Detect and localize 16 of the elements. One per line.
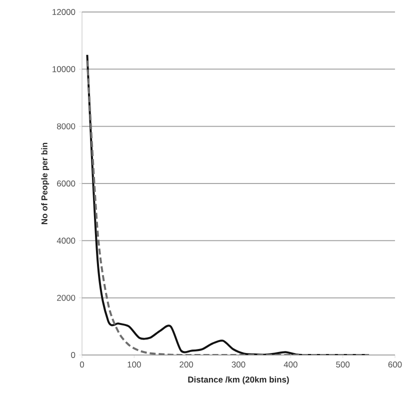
x-tick-label: 300 bbox=[232, 362, 246, 368]
y-tick-label: 4000 bbox=[56, 238, 76, 244]
x-tick-label: 500 bbox=[336, 362, 350, 368]
y-tick-label: 0 bbox=[71, 352, 76, 358]
y-tick-label: 10000 bbox=[52, 66, 76, 72]
x-axis-title: Distance /km (20km bins) bbox=[188, 376, 289, 384]
y-tick-label: 2000 bbox=[57, 294, 76, 301]
y-tick-label: 12000 bbox=[52, 9, 76, 15]
y-axis-title: No of People per bin bbox=[41, 142, 50, 224]
x-tick-label: 600 bbox=[388, 362, 402, 368]
y-tick-label: 6000 bbox=[57, 180, 76, 186]
x-tick-label: 100 bbox=[128, 362, 141, 368]
x-tick-label: 0 bbox=[80, 362, 84, 368]
x-tick-label: 200 bbox=[180, 362, 194, 368]
y-tick-label: 8000 bbox=[57, 123, 76, 130]
x-tick-label: 400 bbox=[284, 362, 298, 368]
